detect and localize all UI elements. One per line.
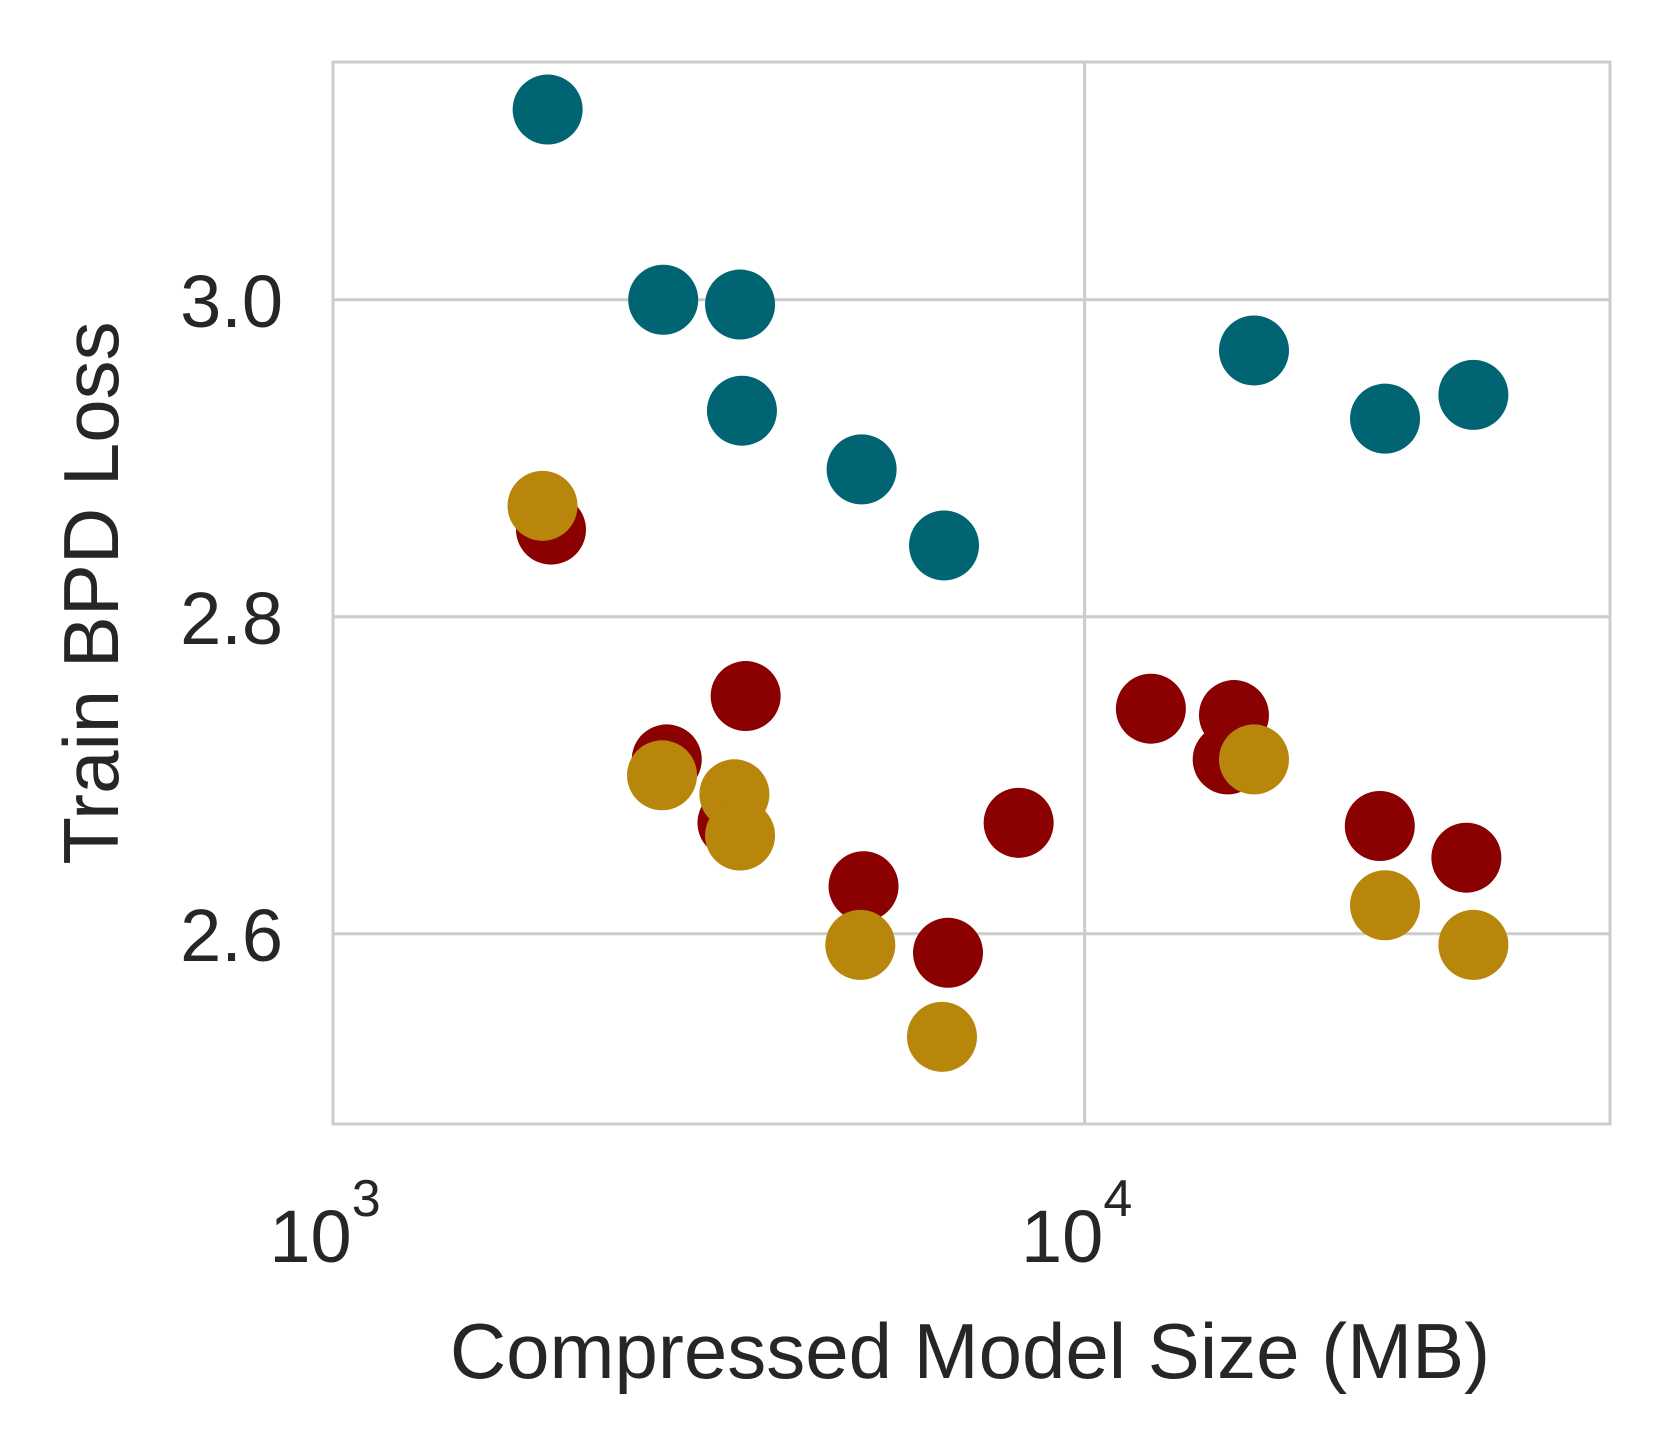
data-point-series-2-5 xyxy=(906,1001,977,1072)
data-point-series-0-5 xyxy=(909,510,980,581)
x-axis-label: Compressed Model Size (MB) xyxy=(450,1307,1490,1395)
data-point-series-2-1 xyxy=(627,740,698,811)
data-point-series-2-8 xyxy=(1438,909,1509,980)
data-point-series-0-6 xyxy=(1218,315,1289,386)
data-points xyxy=(507,74,1509,1072)
x-tick-label: 103 xyxy=(269,1170,380,1278)
plot-frame xyxy=(331,60,1612,1126)
data-point-series-2-7 xyxy=(1350,870,1421,941)
y-tick-label: 2.8 xyxy=(180,577,283,660)
data-point-series-1-4 xyxy=(828,851,899,922)
data-point-series-1-11 xyxy=(1431,822,1502,893)
data-point-series-0-8 xyxy=(1438,359,1509,430)
data-point-series-0-3 xyxy=(706,375,777,446)
data-point-series-0-0 xyxy=(512,74,583,145)
data-point-series-0-1 xyxy=(628,264,699,335)
data-point-series-2-3 xyxy=(705,800,776,871)
data-point-series-2-4 xyxy=(825,909,896,980)
y-tick-label: 3.0 xyxy=(180,260,283,343)
data-point-series-1-10 xyxy=(1344,791,1415,862)
data-point-series-2-6 xyxy=(1218,724,1289,795)
x-tick-label: 104 xyxy=(1021,1170,1132,1278)
data-point-series-1-6 xyxy=(983,787,1054,858)
data-point-series-0-7 xyxy=(1350,383,1421,454)
data-point-series-1-5 xyxy=(913,917,984,988)
data-point-series-0-4 xyxy=(826,434,897,505)
tick-labels: 2.6 2.8 3.0 103 104 xyxy=(180,260,1132,1278)
data-point-series-1-2 xyxy=(710,661,781,732)
data-point-series-1-7 xyxy=(1115,673,1186,744)
data-point-series-0-2 xyxy=(705,269,776,340)
data-point-series-2-0 xyxy=(507,470,578,541)
y-tick-label: 2.6 xyxy=(180,894,283,977)
y-axis-label: Train BPD Loss xyxy=(47,321,135,864)
